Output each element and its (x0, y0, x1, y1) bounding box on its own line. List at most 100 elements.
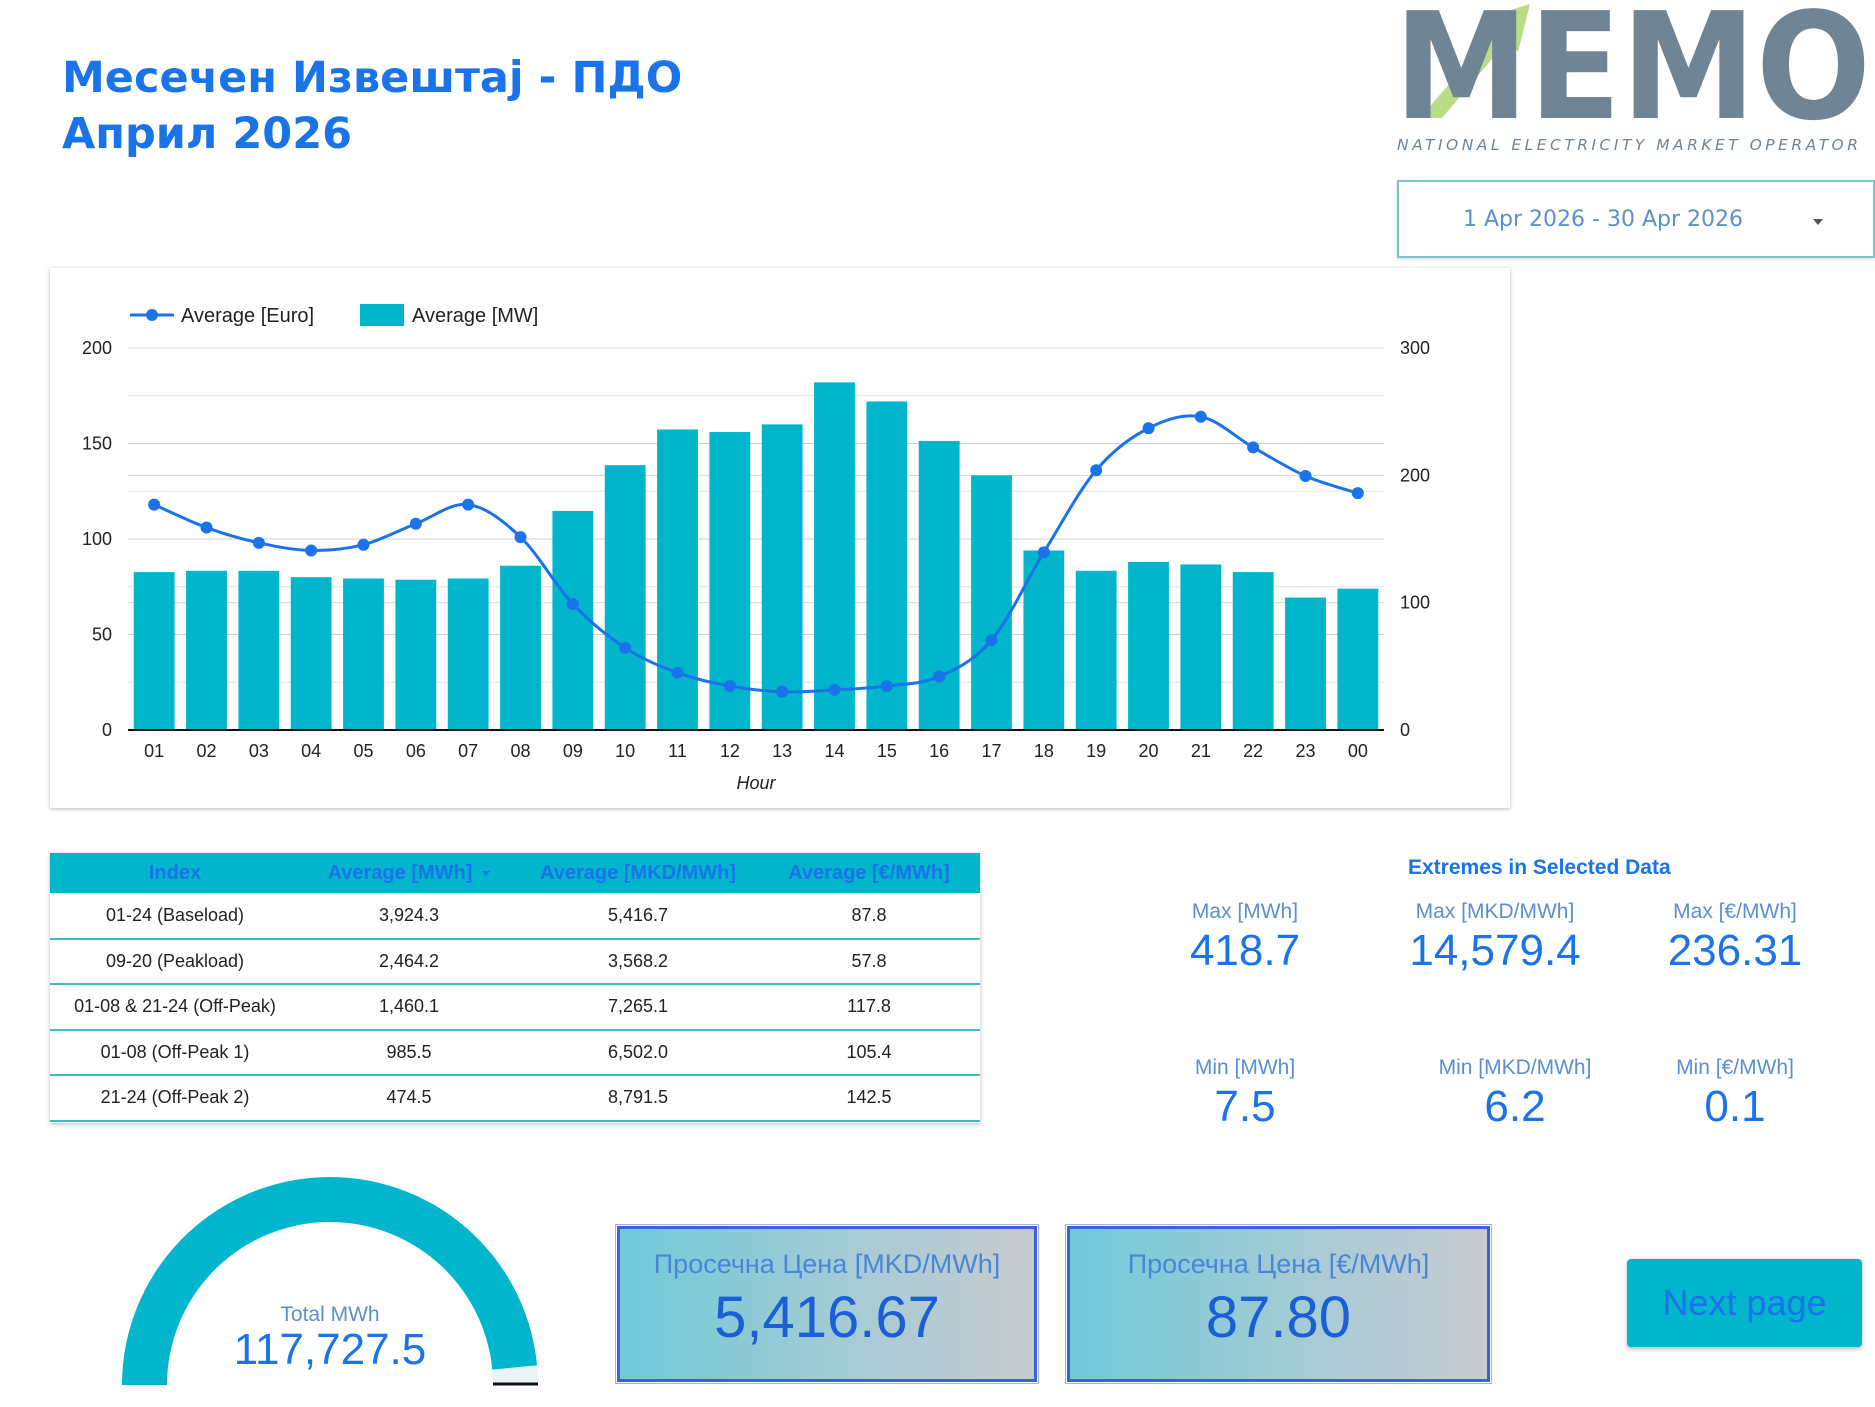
bar (1232, 572, 1274, 730)
line-point (985, 634, 998, 647)
legend-bar-swatch (360, 304, 404, 326)
x-tick-label: 13 (772, 741, 792, 761)
x-tick-label: 08 (510, 741, 530, 761)
table-cell: 87.8 (851, 904, 887, 925)
legend-label-mw: Average [MW] (412, 305, 538, 327)
x-tick-label: 23 (1295, 741, 1315, 761)
caret-down-icon[interactable] (1813, 219, 1823, 225)
bar (290, 577, 332, 730)
table-cell: 3,568.2 (607, 950, 669, 971)
x-tick-label: 17 (981, 741, 1001, 761)
avg-price-eur-value: 87.80 (1205, 1285, 1352, 1350)
kpi-label: Max [€/MWh] (1673, 900, 1797, 923)
x-tick-label: 02 (196, 741, 216, 761)
table-cell: 21-24 (Off-Peak 2) (100, 1087, 250, 1108)
bar (186, 570, 227, 730)
kpi-value: 418.7 (1189, 926, 1301, 975)
line-point (776, 685, 789, 698)
line-point (409, 517, 422, 530)
bar (1023, 550, 1065, 730)
x-tick-label: 21 (1191, 741, 1211, 761)
y-left-tick-label: 150 (82, 434, 112, 454)
table-cell: 57.8 (851, 950, 887, 971)
bar (1285, 597, 1326, 730)
table-row: 09-20 (Peakload) 2,464.2 3,568.2 57.8 (50, 939, 980, 984)
x-tick-label: 00 (1348, 741, 1368, 761)
x-tick-label: 03 (249, 741, 269, 761)
kpi-label: Min [€/MWh] (1676, 1056, 1794, 1079)
x-tick-label: 18 (1034, 741, 1054, 761)
bar (1337, 588, 1379, 730)
extremes-title: Extremes in Selected Data (1408, 856, 1671, 879)
column-header-avg-eur[interactable]: Average [€/MWh] (788, 861, 950, 884)
line-point (514, 531, 527, 544)
index-table: Index Average [MWh] Average [MKD/MWh] Av… (50, 853, 980, 1123)
line-point (1351, 487, 1364, 500)
legend-line-marker (146, 309, 158, 321)
kpi-min-eur: Min [€/MWh] 0.1 (1645, 1056, 1825, 1132)
line-point (357, 538, 370, 551)
page-title-line-2: Април 2026 (62, 109, 353, 159)
kpi-min-mkd: Min [MKD/MWh] 6.2 (1405, 1056, 1625, 1132)
kpi-value: 236.31 (1667, 926, 1803, 975)
table-cell: 6,502.0 (607, 1041, 669, 1062)
gauge-value: 117,727.5 (233, 1325, 427, 1374)
total-mwh-gauge (122, 1176, 538, 1386)
gauge-label: Total MWh (280, 1303, 380, 1326)
bar (238, 570, 280, 730)
gauge-fill-arc (122, 1176, 538, 1385)
avg-price-mkd-label: Просечна Цена [MKD/MWh] (653, 1249, 1001, 1279)
table-row: 01-24 (Baseload) 3,924.3 5,416.7 87.8 (50, 893, 980, 939)
kpi-min-mwh: Min [MWh] 7.5 (1170, 1056, 1320, 1132)
bar (918, 440, 960, 730)
kpi-value: 7.5 (1214, 1082, 1276, 1131)
column-header-avg-mwh[interactable]: Average [MWh] (300, 853, 518, 893)
x-tick-label: 20 (1138, 741, 1158, 761)
table-cell: 8,791.5 (607, 1087, 669, 1108)
x-tick-label: 04 (301, 741, 321, 761)
column-header-avg-mkd[interactable]: Average [MKD/MWh] (540, 861, 736, 884)
table-cell: 01-24 (Baseload) (105, 904, 245, 925)
date-range-picker[interactable]: 1 Apr 2026 - 30 Apr 2026 (1397, 180, 1875, 258)
bar (395, 579, 437, 730)
bar (1075, 570, 1117, 730)
sort-desc-icon[interactable] (482, 870, 491, 876)
line-point (880, 680, 893, 693)
line-point (1142, 422, 1155, 435)
y-right-tick-label: 100 (1400, 593, 1430, 613)
line-point (148, 498, 161, 511)
x-tick-label: 10 (615, 741, 635, 761)
bar (814, 382, 855, 730)
x-tick-label: 22 (1243, 741, 1263, 761)
table-cell: 117.8 (847, 996, 891, 1017)
line-point (1194, 410, 1207, 423)
column-header-index[interactable]: Index (148, 861, 202, 884)
table-cell: 09-20 (Peakload) (105, 950, 245, 971)
line-point (671, 666, 684, 679)
bar (133, 572, 175, 730)
x-tick-label: 16 (929, 741, 949, 761)
logo-wordmark: MEMO (1394, 0, 1871, 153)
avg-price-eur-label: Просечна Цена [€/MWh] (1127, 1249, 1430, 1279)
chart-legend: Average [Euro] Average [MW] (130, 304, 538, 327)
next-page-button[interactable]: Next page (1627, 1259, 1862, 1347)
bar (343, 578, 384, 730)
table-cell: 3,924.3 (378, 904, 440, 925)
line-point (1090, 464, 1103, 477)
y-right-tick-label: 200 (1400, 465, 1430, 485)
x-tick-label: 06 (406, 741, 426, 761)
bar (761, 424, 803, 730)
table-row: 01-08 (Off-Peak 1) 985.5 6,502.0 105.4 (50, 1030, 980, 1075)
bar (657, 429, 698, 730)
x-tick-label: 05 (353, 741, 373, 761)
bar (500, 565, 541, 730)
series-line-euro (153, 414, 1359, 694)
line-point (200, 521, 213, 534)
x-tick-label: 19 (1086, 741, 1106, 761)
table-cell: 142.5 (846, 1087, 892, 1108)
line-point (462, 498, 475, 511)
kpi-value: 0.1 (1704, 1082, 1766, 1131)
bar (971, 475, 1012, 730)
bar (1180, 564, 1222, 730)
